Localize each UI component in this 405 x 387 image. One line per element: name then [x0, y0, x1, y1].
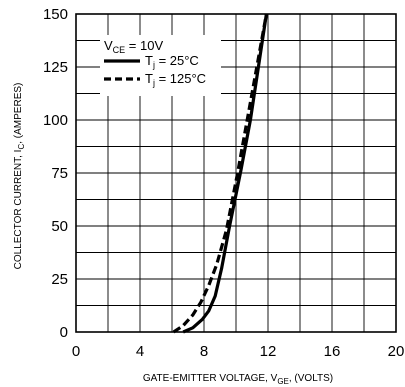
y-tick-label: 50: [51, 218, 68, 235]
legend-box: [100, 35, 221, 96]
y-tick-label: 150: [43, 6, 68, 23]
x-tick-label: 16: [324, 343, 341, 360]
y-tick-labels: 0 25 50 75 100 125 150: [43, 6, 68, 341]
legend-label-25c: Tj = 25°C: [145, 53, 199, 70]
plot-frame: [75, 13, 397, 333]
x-tick-label: 0: [72, 343, 80, 360]
x-tick-label: 8: [200, 343, 208, 360]
series-line-25c: [182, 13, 268, 334]
y-tick-label: 25: [51, 271, 68, 288]
y-tick-label: 125: [43, 59, 68, 76]
x-axis-label: GATE-EMITTER VOLTAGE, VGE, (VOLTS): [143, 373, 333, 386]
legend-condition: VCE = 10V: [104, 38, 163, 55]
x-tick-label: 20: [388, 343, 405, 360]
series-line-125c: [172, 13, 268, 334]
legend-label-125c: Tj = 125°C: [145, 71, 206, 88]
x-tick-label: 4: [136, 343, 144, 360]
y-tick-label: 0: [60, 324, 68, 341]
x-tick-label: 12: [260, 343, 277, 360]
curves: [172, 13, 268, 334]
y-tick-label: 75: [51, 165, 68, 182]
y-tick-label: 100: [43, 112, 68, 129]
y-axis-label: COLLECTOR CURRENT, IC, (AMPERES): [13, 83, 26, 270]
x-tick-labels: 0 4 8 12 16 20: [72, 343, 405, 360]
